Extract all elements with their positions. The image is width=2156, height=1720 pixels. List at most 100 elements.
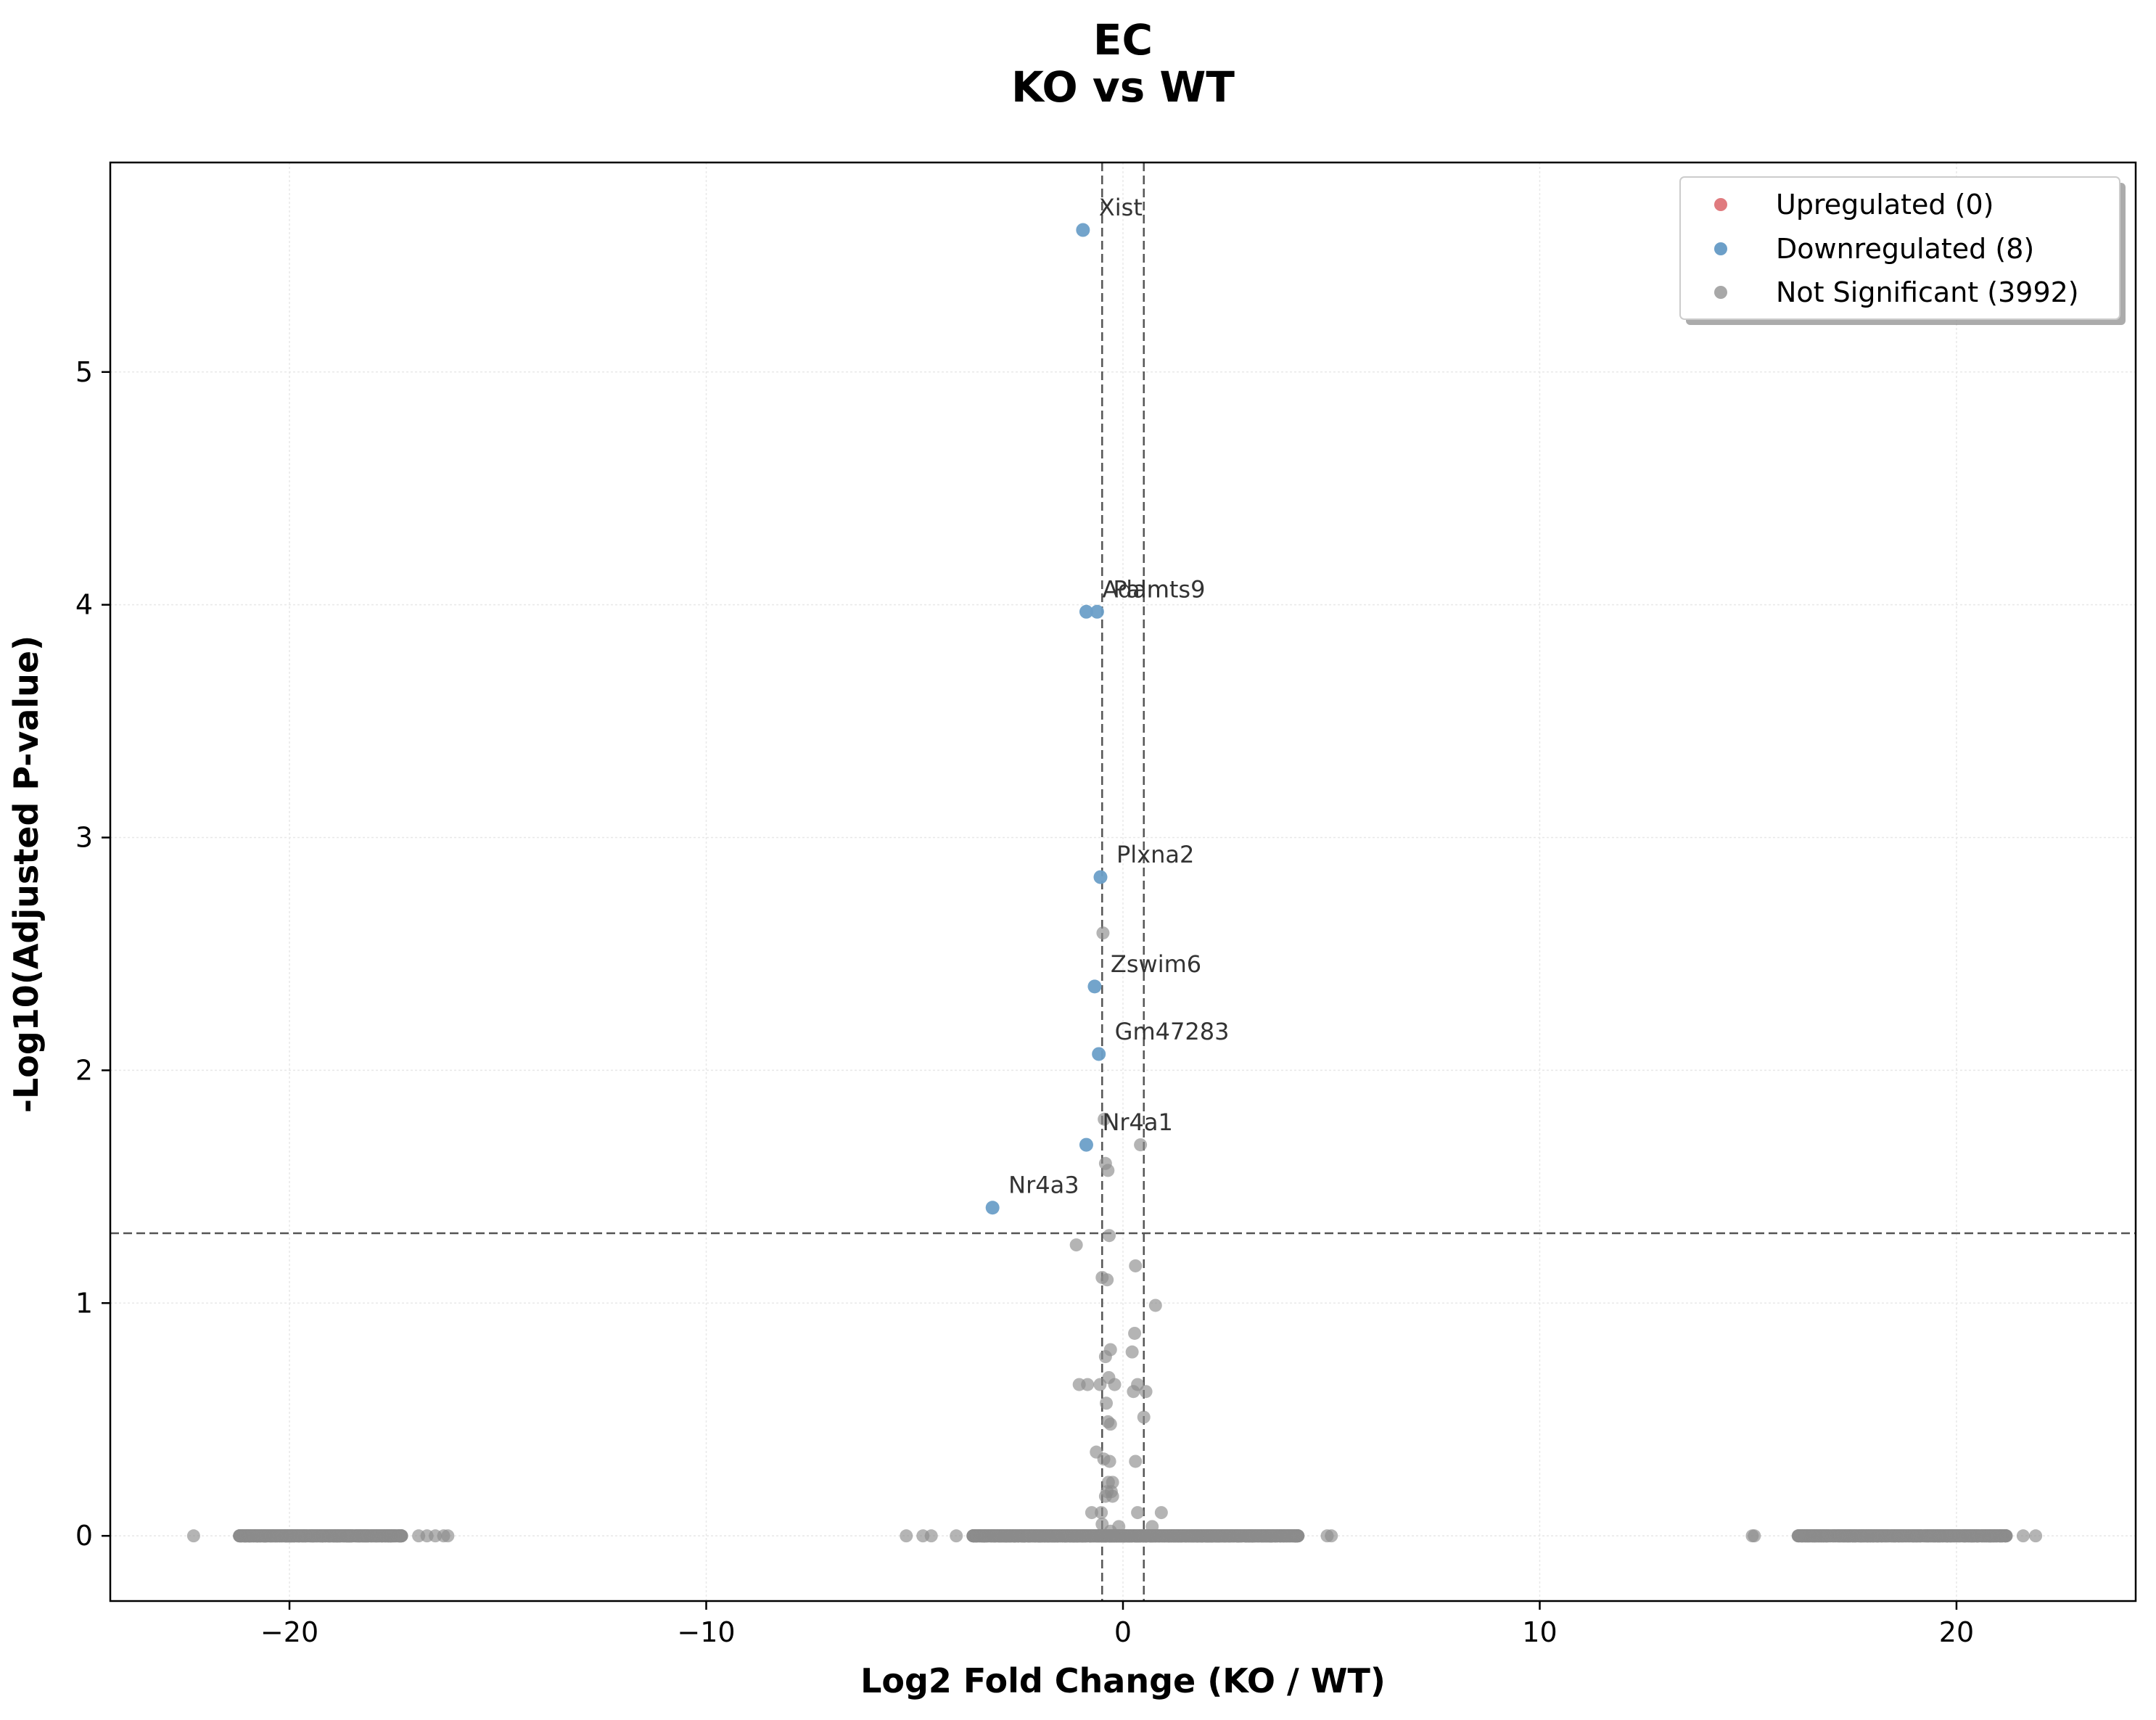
data-point-not-significant	[1103, 1454, 1116, 1468]
data-point-not-significant	[1861, 1529, 1875, 1543]
data-point-not-significant	[1103, 1229, 1116, 1243]
data-point-not-significant	[1100, 1396, 1114, 1410]
data-point-not-significant	[1009, 1529, 1023, 1543]
data-point-not-significant	[999, 1529, 1013, 1543]
legend-label-downregulated: Downregulated (8)	[1776, 233, 2034, 265]
data-point-not-significant	[441, 1529, 455, 1543]
data-point-not-significant	[1069, 1238, 1083, 1252]
gene-label-plxna2: Plxna2	[1116, 841, 1194, 868]
data-point-downregulated	[1093, 870, 1108, 884]
data-point-not-significant	[1129, 1259, 1143, 1272]
y-tick-label: 0	[75, 1520, 93, 1552]
chart-title-line-2: KO vs WT	[1011, 62, 1235, 112]
x-tick-label: −20	[260, 1616, 318, 1648]
data-point-not-significant	[1134, 1138, 1148, 1152]
data-point-not-significant	[950, 1529, 963, 1543]
legend-box	[1679, 176, 2120, 320]
data-point-not-significant	[1021, 1529, 1035, 1543]
grid-lines	[110, 162, 2136, 1601]
data-point-not-significant	[1127, 1385, 1140, 1399]
data-point-not-significant	[316, 1529, 329, 1543]
data-point-not-significant	[283, 1529, 297, 1543]
y-tick-label: 3	[75, 822, 93, 854]
y-axis-label: -Log10(Adjusted P-value)	[7, 635, 46, 1113]
data-point-not-significant	[1100, 1273, 1114, 1287]
data-point-not-significant	[1086, 1529, 1100, 1543]
data-point-not-significant	[1154, 1506, 1168, 1520]
data-point-not-significant	[273, 1529, 287, 1543]
data-point-not-significant	[1051, 1529, 1065, 1543]
x-axis-ticks: −20 −10 0 10 20	[260, 1601, 1974, 1648]
data-point-not-significant	[1145, 1520, 1159, 1534]
data-point-downregulated	[1090, 604, 1104, 619]
data-point-not-significant	[259, 1529, 273, 1543]
x-tick-label: 20	[1939, 1616, 1974, 1648]
x-axis-label: Log2 Fold Change (KO / WT)	[860, 1661, 1386, 1700]
gene-label-nr4a3: Nr4a3	[1008, 1172, 1079, 1199]
data-point-not-significant	[384, 1529, 398, 1543]
data-point-not-significant	[1240, 1529, 1254, 1543]
data-point-not-significant	[987, 1529, 1001, 1543]
gene-label-adamts9: Adamts9	[1102, 575, 1205, 603]
data-point-not-significant	[1063, 1529, 1077, 1543]
data-point-not-significant	[924, 1529, 938, 1543]
data-point-not-significant	[1081, 1378, 1095, 1391]
y-tick-label: 5	[75, 356, 93, 388]
y-tick-label: 1	[75, 1287, 93, 1319]
data-point-not-significant	[394, 1529, 408, 1543]
x-tick-label: 10	[1522, 1616, 1557, 1648]
data-point-downregulated	[985, 1201, 1000, 1215]
data-point-downregulated	[1079, 604, 1093, 619]
data-point-not-significant	[1095, 1506, 1108, 1520]
data-point-not-significant	[186, 1529, 200, 1543]
data-point-not-significant	[1269, 1529, 1283, 1543]
data-point-not-significant	[1108, 1378, 1122, 1391]
data-point-not-significant	[1139, 1385, 1153, 1399]
gene-label-zswim6: Zswim6	[1111, 950, 1201, 978]
data-point-downregulated	[1076, 223, 1090, 237]
data-point-not-significant	[1906, 1529, 1920, 1543]
data-point-not-significant	[1986, 1529, 1999, 1543]
legend-marker-upregulated	[1714, 198, 1727, 211]
data-point-downregulated	[1079, 1137, 1093, 1152]
data-point-not-significant	[340, 1529, 354, 1543]
data-point-not-significant	[900, 1529, 913, 1543]
data-point-not-significant	[1279, 1529, 1293, 1543]
data-point-not-significant	[1101, 1164, 1115, 1177]
data-point-not-significant	[1817, 1529, 1831, 1543]
data-point-not-significant	[1917, 1529, 1931, 1543]
data-point-not-significant	[1748, 1529, 1761, 1543]
data-point-not-significant	[1103, 1417, 1117, 1431]
data-point-not-significant	[1137, 1410, 1151, 1424]
data-point-not-significant	[1093, 1378, 1107, 1391]
data-point-not-significant	[1210, 1529, 1224, 1543]
legend: Upregulated (0) Downregulated (8) Not Si…	[1679, 176, 2126, 325]
data-point-not-significant	[1098, 1112, 1111, 1126]
data-point-not-significant	[363, 1529, 377, 1543]
data-point-not-significant	[1941, 1529, 1954, 1543]
data-point-not-significant	[1803, 1529, 1816, 1543]
data-point-not-significant	[1190, 1529, 1204, 1543]
data-point-not-significant	[1148, 1299, 1162, 1312]
y-tick-label: 4	[75, 589, 93, 621]
data-point-not-significant	[1125, 1345, 1139, 1359]
data-point-not-significant	[1098, 1350, 1112, 1364]
legend-label-upregulated: Upregulated (0)	[1776, 189, 1994, 221]
data-point-not-significant	[1128, 1326, 1142, 1340]
data-point-not-significant	[1042, 1529, 1056, 1543]
data-point-not-significant	[1131, 1506, 1145, 1520]
data-point-not-significant	[1972, 1529, 1986, 1543]
chart-title-line-1: EC	[1093, 15, 1153, 65]
data-point-not-significant	[239, 1529, 252, 1543]
data-point-not-significant	[1833, 1529, 1847, 1543]
data-point-not-significant	[1325, 1529, 1338, 1543]
x-tick-label: 0	[1114, 1616, 1132, 1648]
data-point-not-significant	[1168, 1529, 1182, 1543]
not-significant-points	[186, 926, 2043, 1543]
data-point-downregulated	[1092, 1047, 1106, 1061]
x-tick-label: −10	[677, 1616, 735, 1648]
gene-label-nr4a1: Nr4a1	[1102, 1108, 1172, 1136]
data-point-not-significant	[1103, 1524, 1117, 1538]
